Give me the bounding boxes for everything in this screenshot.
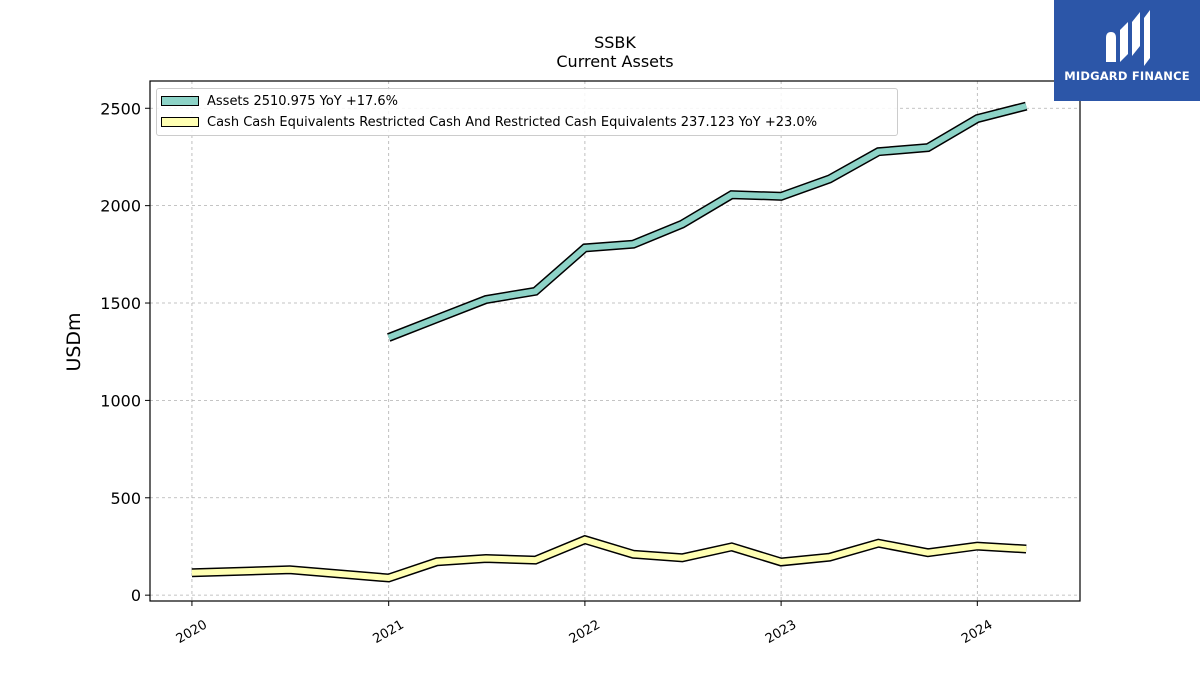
data-point-1 <box>877 542 879 544</box>
data-point-1 <box>828 556 830 558</box>
data-point-1 <box>388 577 390 579</box>
y-tick-label: 1500 <box>100 294 141 313</box>
x-tick-label: 2020 <box>174 617 210 647</box>
series-line-1 <box>191 536 1027 582</box>
data-point-1 <box>1025 548 1027 550</box>
y-tick-label: 2500 <box>100 99 141 118</box>
legend-item-cash: Cash Cash Equivalents Restricted Cash An… <box>161 112 817 132</box>
data-point-0 <box>731 194 733 196</box>
data-point-0 <box>780 195 782 197</box>
data-point-1 <box>681 557 683 559</box>
chart-subtitle: Current Assets <box>556 52 674 71</box>
y-tick-label: 0 <box>131 586 141 605</box>
data-point-0 <box>436 318 438 320</box>
data-point-1 <box>780 561 782 563</box>
x-tick-label: 2021 <box>371 617 407 647</box>
x-tick-label: 2024 <box>959 617 995 647</box>
y-axis-label: USDm <box>63 312 85 371</box>
logo-text: MIDGARD FINANCE <box>1064 69 1190 83</box>
data-point-1 <box>534 559 536 561</box>
data-point-0 <box>388 336 390 338</box>
data-point-1 <box>436 561 438 563</box>
x-axis: 2020 2021 2022 2023 2024 <box>174 601 995 647</box>
plot-area <box>150 81 1080 601</box>
y-tick-label: 2000 <box>100 197 141 216</box>
data-point-0 <box>584 247 586 249</box>
logo-mark-icon <box>1106 10 1150 66</box>
data-point-1 <box>731 546 733 548</box>
data-point-1 <box>485 558 487 560</box>
legend-item-assets: Assets 2510.975 YoY +17.6% <box>161 91 398 111</box>
legend-label-assets: Assets 2510.975 YoY +17.6% <box>207 93 399 109</box>
data-point-1 <box>584 539 586 541</box>
series-layer <box>191 101 1028 583</box>
data-point-1 <box>976 545 978 547</box>
x-tick-label: 2022 <box>567 617 603 647</box>
y-tick-label: 1000 <box>100 391 141 410</box>
series-line-0 <box>387 103 1027 341</box>
legend: Assets 2510.975 YoY +17.6% Cash Cash Equ… <box>156 88 898 136</box>
midgard-finance-logo: MIDGARD FINANCE <box>1054 0 1200 101</box>
legend-swatch-assets <box>161 96 199 106</box>
chart-title: SSBK <box>594 33 636 52</box>
data-point-0 <box>927 147 929 149</box>
data-point-0 <box>681 223 683 225</box>
plot-frame <box>149 80 1081 602</box>
data-point-0 <box>485 299 487 301</box>
data-point-0 <box>632 243 634 245</box>
legend-label-cash: Cash Cash Equivalents Restricted Cash An… <box>207 114 818 130</box>
legend-swatch-cash <box>161 117 199 127</box>
y-tick-label: 500 <box>110 489 141 508</box>
y-axis: 0 500 1000 1500 2000 2500 <box>100 99 150 605</box>
data-point-0 <box>828 178 830 180</box>
data-point-1 <box>927 552 929 554</box>
data-point-1 <box>289 569 291 571</box>
data-point-1 <box>191 572 193 574</box>
data-point-0 <box>877 151 879 153</box>
data-point-0 <box>1025 105 1027 107</box>
x-tick-label: 2023 <box>763 617 799 647</box>
data-point-1 <box>632 553 634 555</box>
data-point-0 <box>976 118 978 120</box>
data-point-0 <box>534 290 536 292</box>
